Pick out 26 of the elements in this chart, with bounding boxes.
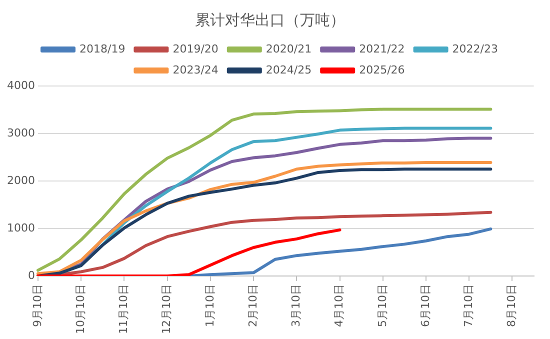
- legend-label: 2023/24: [172, 63, 218, 76]
- x-tick-label: 5月10日: [376, 284, 389, 328]
- x-tick-label: 12月10日: [160, 284, 174, 334]
- x-tick-label: 3月10日: [290, 284, 303, 328]
- x-tick-label: 7月10日: [462, 284, 475, 328]
- y-tick-label: 3000: [6, 126, 35, 140]
- y-tick-label: 4000: [6, 78, 35, 92]
- x-tick-label: 1月10日: [203, 284, 216, 328]
- y-tick-label: 1000: [6, 221, 35, 234]
- x-tick-label: 6月10日: [418, 284, 432, 328]
- x-tick-label: 10月10日: [74, 284, 87, 334]
- y-tick-label: 0: [28, 268, 35, 282]
- legend-label: 2020/21: [266, 42, 312, 56]
- x-tick-label: 8月10日: [505, 284, 518, 328]
- y-tick-label: 2000: [6, 174, 35, 187]
- legend-label: 2025/26: [359, 63, 405, 76]
- legend-label: 2019/20: [172, 42, 218, 56]
- legend-label: 2022/23: [452, 42, 498, 56]
- x-tick-label: 11月10日: [117, 284, 130, 334]
- x-tick-label: 2月10日: [246, 284, 260, 328]
- legend-label: 2021/22: [359, 42, 405, 56]
- x-tick-label: 9月10日: [30, 284, 44, 328]
- chart-title: 累计对华出口（万吨）: [195, 10, 345, 29]
- legend-label: 2024/25: [266, 63, 312, 76]
- x-tick-label: 4月10日: [332, 284, 346, 328]
- legend-label: 2018/19: [80, 42, 126, 56]
